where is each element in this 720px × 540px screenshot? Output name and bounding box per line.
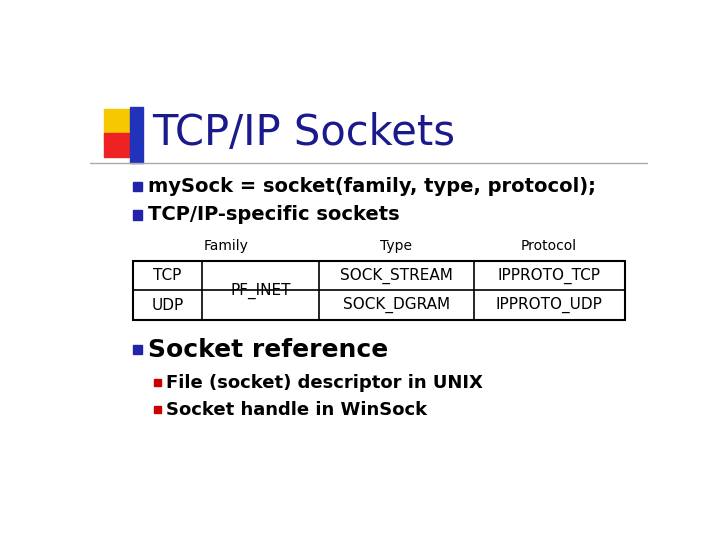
Bar — [153, 379, 161, 386]
Text: SOCK_DGRAM: SOCK_DGRAM — [343, 297, 450, 313]
Text: UDP: UDP — [151, 298, 184, 313]
Bar — [130, 107, 143, 163]
Text: IPPROTO_UDP: IPPROTO_UDP — [496, 297, 603, 313]
Text: Socket handle in WinSock: Socket handle in WinSock — [166, 401, 427, 418]
Text: SOCK_STREAM: SOCK_STREAM — [340, 268, 453, 284]
Text: mySock = socket(family, type, protocol);: mySock = socket(family, type, protocol); — [148, 177, 596, 196]
Text: TCP/IP-specific sockets: TCP/IP-specific sockets — [148, 205, 400, 225]
Bar — [132, 345, 142, 354]
Text: Family: Family — [203, 239, 248, 253]
Text: Socket reference: Socket reference — [148, 338, 388, 362]
Bar — [153, 406, 161, 413]
Text: PF_INET: PF_INET — [230, 282, 291, 299]
Text: TCP: TCP — [153, 268, 181, 284]
Bar — [104, 110, 137, 142]
Text: File (socket) descriptor in UNIX: File (socket) descriptor in UNIX — [166, 374, 483, 392]
Text: Type: Type — [380, 239, 412, 253]
Text: TCP/IP Sockets: TCP/IP Sockets — [152, 112, 455, 153]
Bar — [132, 211, 142, 220]
Bar — [104, 132, 129, 157]
Bar — [132, 182, 142, 191]
Bar — [132, 261, 625, 320]
Text: Protocol: Protocol — [521, 239, 577, 253]
Text: IPPROTO_TCP: IPPROTO_TCP — [498, 268, 600, 284]
